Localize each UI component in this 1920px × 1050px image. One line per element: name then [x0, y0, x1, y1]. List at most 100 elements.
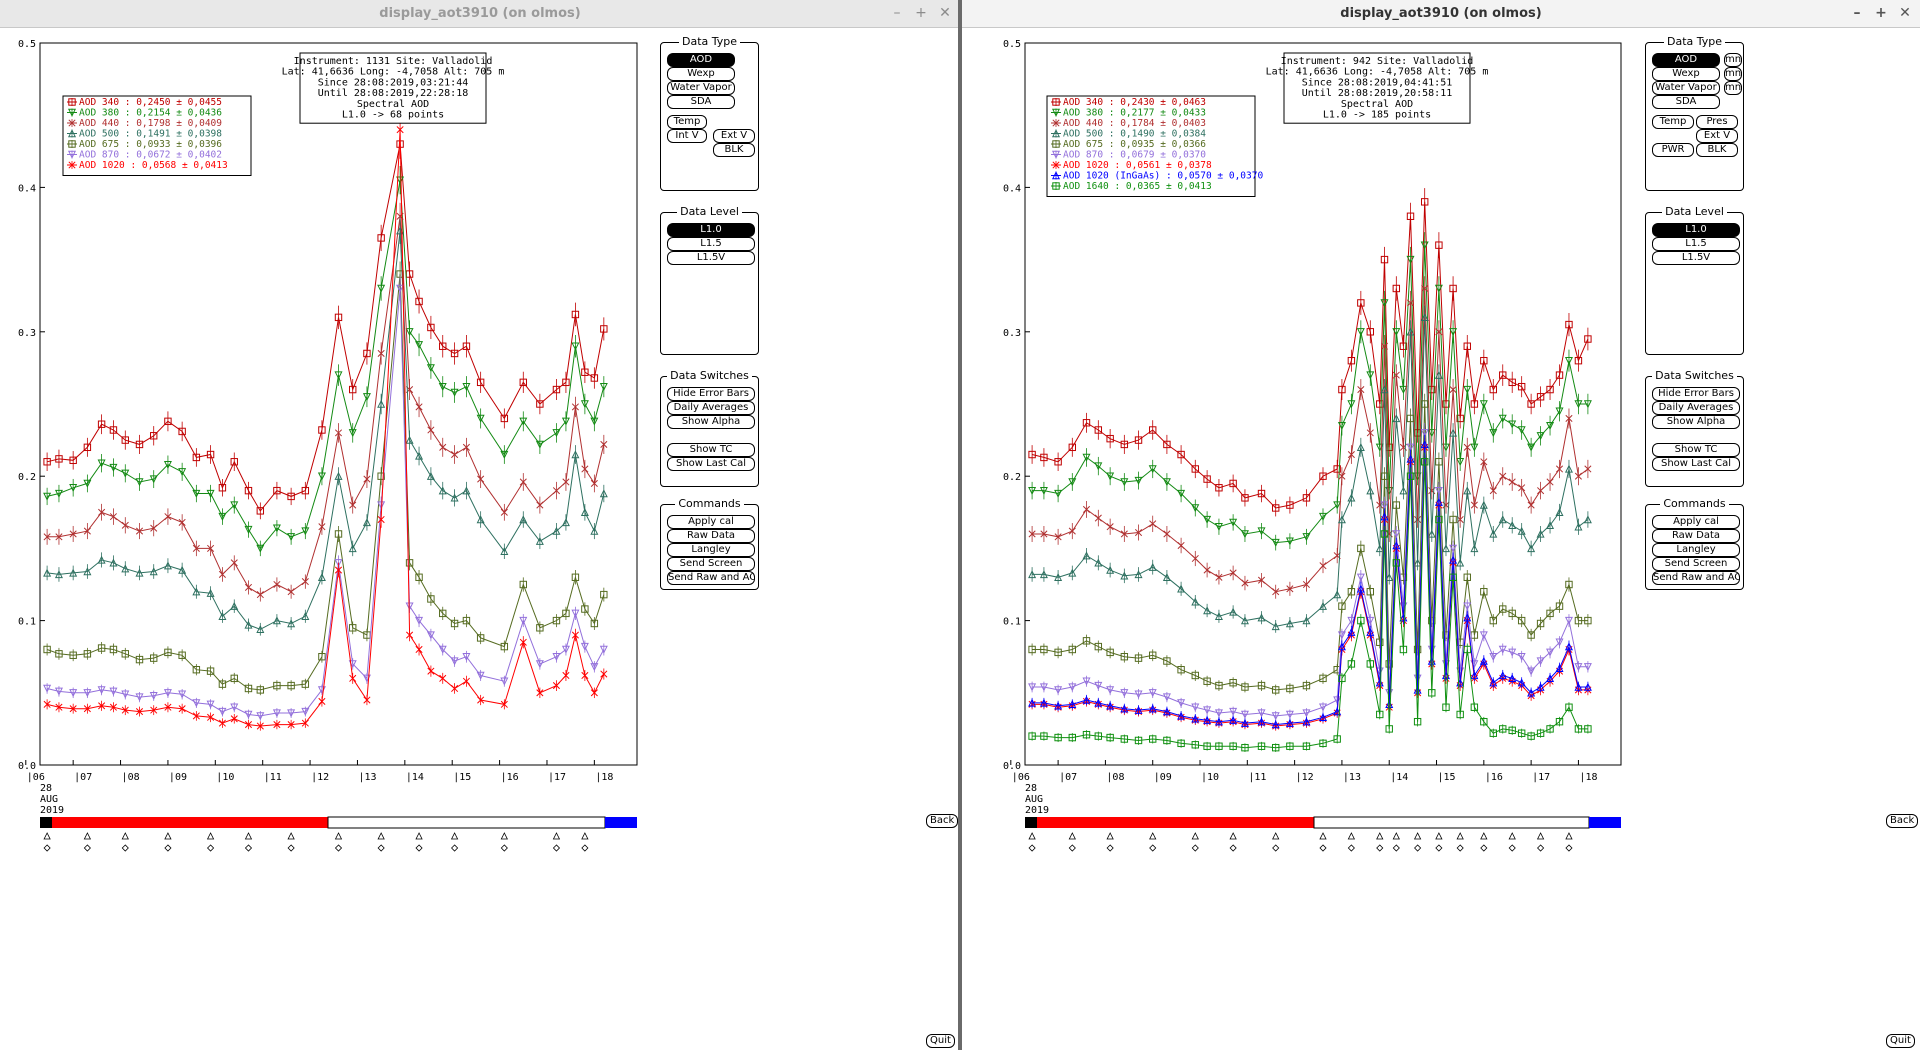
data-point [1054, 686, 1063, 695]
show-alpha-button[interactable]: Show Alpha [1652, 415, 1740, 429]
quit-button[interactable]: Quit [1886, 1034, 1915, 1048]
data-point [1240, 616, 1249, 625]
wexp-button[interactable]: Wexp [667, 67, 735, 81]
data-point [135, 440, 144, 449]
series-line [46, 273, 605, 691]
timebar-white[interactable] [1313, 816, 1590, 829]
daily-averages-button[interactable]: Daily Averages [1652, 401, 1740, 415]
maximize-icon[interactable]: + [1875, 5, 1887, 21]
send-raw-and-aod-button[interactable]: Send Raw and AOD [667, 571, 755, 585]
close-icon[interactable]: ✕ [939, 5, 951, 21]
timebar-red[interactable] [1037, 817, 1314, 828]
ext-v-button[interactable]: Ext V [1696, 129, 1738, 143]
temp-button[interactable]: Temp [667, 115, 707, 129]
pwr-button[interactable]: PWR [1652, 143, 1694, 157]
level-L10-button[interactable]: L1.0 [1652, 223, 1740, 237]
data-point [1028, 450, 1036, 459]
langley-button[interactable]: Langley [1652, 543, 1740, 557]
data-point [1347, 450, 1355, 459]
data-point [1319, 739, 1327, 748]
blk-button[interactable]: BLK [1696, 143, 1738, 157]
show-last-cal-button[interactable]: Show Last Cal [667, 457, 755, 471]
hide-error-bars-button[interactable]: Hide Error Bars [1652, 387, 1740, 401]
temp-button[interactable]: Temp [1652, 115, 1694, 129]
minimize-icon[interactable]: – [1853, 5, 1861, 21]
plot-frame [1024, 42, 1622, 766]
show-tc-button[interactable]: Show TC [667, 443, 755, 457]
back-button[interactable]: Back [1886, 814, 1919, 828]
data-point [54, 570, 63, 579]
data-point [1214, 717, 1223, 726]
mn-button[interactable]: mn [1724, 67, 1742, 81]
data-point [1449, 428, 1458, 437]
water-vapor-button[interactable]: Water Vapor [667, 81, 735, 95]
data-point [1162, 707, 1171, 716]
blk-button[interactable]: BLK [713, 143, 755, 157]
level-L15V-button[interactable]: L1.5V [667, 251, 755, 265]
data-point [1449, 555, 1458, 564]
send-screen-button[interactable]: Send Screen [1652, 557, 1740, 571]
y-tick-label: 0.1 [18, 617, 36, 628]
data-point [462, 443, 470, 451]
info-line: Lat: 41,6636 Long: -4,7058 Alt: 705 m [1266, 67, 1489, 78]
wexp-button[interactable]: Wexp [1652, 67, 1720, 81]
send-screen-button[interactable]: Send Screen [667, 557, 755, 571]
langley-button[interactable]: Langley [667, 543, 755, 557]
meas-marker [1435, 832, 1443, 840]
data-point [519, 478, 527, 486]
data-point [1463, 602, 1472, 611]
timebar-white[interactable] [327, 816, 606, 829]
send-raw-and-aod-button[interactable]: Send Raw and AOD [1652, 571, 1740, 585]
data-point [1527, 667, 1536, 676]
data-point [426, 631, 435, 640]
sda-button[interactable]: SDA [667, 95, 735, 109]
back-button[interactable]: Back [926, 814, 959, 828]
data-point [1527, 688, 1536, 697]
data-point [1499, 605, 1507, 613]
level-L15-button[interactable]: L1.5 [667, 237, 755, 251]
raw-data-button[interactable]: Raw Data [667, 529, 755, 543]
show-tc-button[interactable]: Show TC [1652, 443, 1740, 457]
apply-cal-button[interactable]: Apply cal [667, 515, 755, 529]
meas-marker [377, 844, 385, 852]
data-point [1191, 741, 1199, 749]
timebar-red[interactable] [52, 817, 328, 828]
minimize-icon[interactable]: – [893, 5, 901, 21]
level-L15V-button[interactable]: L1.5V [1652, 251, 1740, 265]
show-last-cal-button[interactable]: Show Last Cal [1652, 457, 1740, 471]
legend-entry: AOD 675 : 0,0935 ± 0,0366 [1063, 139, 1206, 150]
water-vapor-button[interactable]: Water Vapor [1652, 81, 1720, 95]
series-line [46, 180, 605, 550]
pres-button[interactable]: Pres [1696, 115, 1738, 129]
data-point [1508, 726, 1516, 735]
data-point [1499, 472, 1507, 480]
data-point [1068, 683, 1077, 692]
show-alpha-button[interactable]: Show Alpha [667, 415, 755, 429]
quit-button[interactable]: Quit [926, 1034, 955, 1048]
data-point [192, 699, 201, 708]
data-point [1428, 689, 1436, 697]
hide-error-bars-button[interactable]: Hide Error Bars [667, 387, 755, 401]
close-icon[interactable]: ✕ [1899, 5, 1911, 21]
apply-cal-button[interactable]: Apply cal [1652, 515, 1740, 529]
aod-button[interactable]: AOD [1652, 53, 1720, 67]
mn-button[interactable]: mn [1724, 81, 1742, 95]
aod-button[interactable]: AOD [667, 53, 735, 67]
data-point [1463, 385, 1472, 394]
ext-v-button[interactable]: Ext V [713, 129, 755, 143]
data-point [1584, 465, 1592, 473]
level-L10-button[interactable]: L1.0 [667, 223, 755, 237]
daily-averages-button[interactable]: Daily Averages [667, 401, 755, 415]
int-v-button[interactable]: Int V [667, 129, 707, 143]
level-L15-button[interactable]: L1.5 [1652, 237, 1740, 251]
raw-data-button[interactable]: Raw Data [1652, 529, 1740, 543]
data-point [581, 368, 589, 376]
x-tick-label: |08 [1106, 772, 1124, 783]
data-point [1319, 674, 1327, 683]
mn-button[interactable]: mn [1724, 53, 1742, 67]
data-point [1214, 611, 1223, 620]
data-point [244, 620, 253, 629]
sda-button[interactable]: SDA [1652, 95, 1720, 109]
data-point [192, 712, 200, 720]
maximize-icon[interactable]: + [915, 5, 927, 21]
